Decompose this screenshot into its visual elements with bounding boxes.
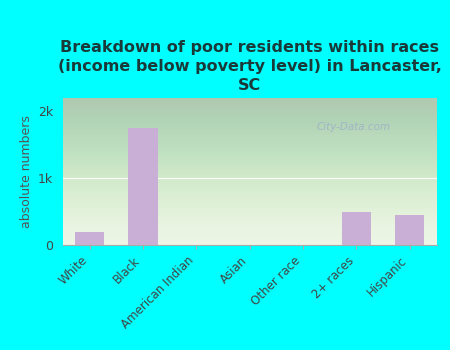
Title: Breakdown of poor residents within races
(income below poverty level) in Lancast: Breakdown of poor residents within races… <box>58 41 442 93</box>
Y-axis label: absolute numbers: absolute numbers <box>20 115 32 228</box>
Bar <box>395 215 424 245</box>
Bar <box>75 232 104 245</box>
Text: City-Data.com: City-Data.com <box>317 122 391 132</box>
Bar <box>342 212 371 245</box>
Bar <box>128 128 158 245</box>
